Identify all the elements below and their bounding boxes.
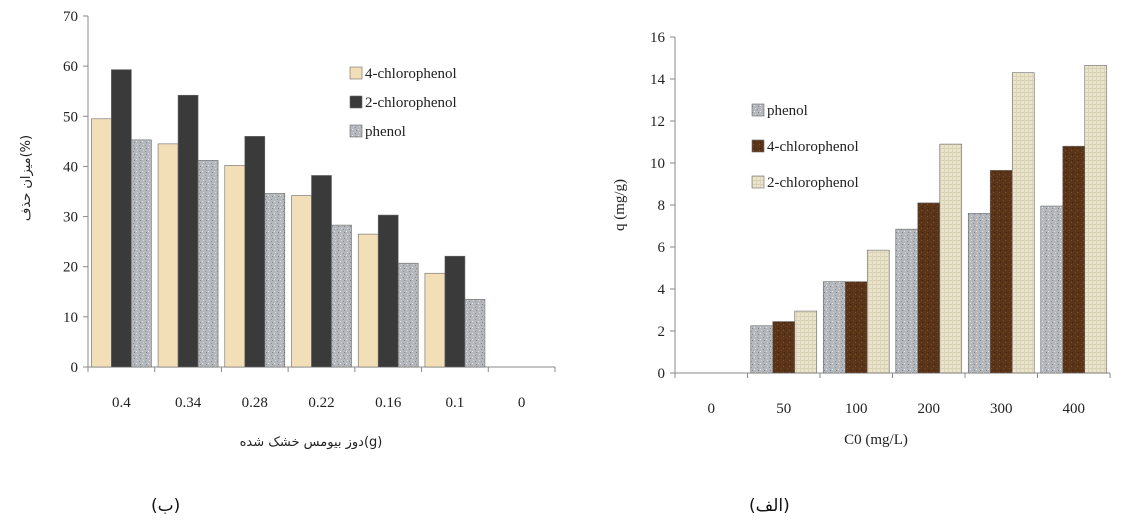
bar bbox=[822, 281, 846, 374]
chart-left: 0 10 20 30 40 50 60 70 0.4 0.34 0.28 0.22 0.16 0.1 0 دو… bbox=[19, 9, 556, 450]
caption-right: (الف) bbox=[749, 496, 790, 516]
bar bbox=[1062, 145, 1086, 374]
bar bbox=[291, 195, 312, 368]
caption-left: (ب) bbox=[151, 496, 181, 516]
bar bbox=[244, 136, 266, 368]
bar bbox=[91, 118, 112, 368]
x-tick-label: 0.28 bbox=[242, 395, 268, 411]
bar bbox=[989, 170, 1013, 374]
legend-entry: 4-chlorophenol bbox=[767, 139, 859, 155]
bar bbox=[750, 325, 774, 374]
legend-entry: phenol bbox=[365, 124, 406, 140]
bar bbox=[844, 281, 868, 374]
x-tick-label: 300 bbox=[990, 401, 1013, 417]
bar bbox=[895, 228, 919, 374]
bar bbox=[311, 175, 332, 368]
y-tick-label: 50 bbox=[63, 109, 78, 125]
x-tick-label: 0 bbox=[708, 401, 716, 417]
y-tick-label: 40 bbox=[63, 159, 78, 175]
bar bbox=[397, 262, 419, 368]
y-tick-label: 10 bbox=[63, 310, 78, 326]
bar bbox=[111, 69, 132, 368]
bar bbox=[464, 299, 486, 368]
x-axis-label: دوز بیومس خشک شده(g) bbox=[240, 435, 383, 450]
x-tick-label: 400 bbox=[1063, 401, 1086, 417]
x-tick-label: 0.34 bbox=[175, 395, 202, 411]
legend-swatch bbox=[349, 66, 363, 80]
y-tick-label: 4 bbox=[658, 282, 666, 298]
x-tick-label: 0 bbox=[518, 395, 526, 411]
x-tick-label: 200 bbox=[918, 401, 941, 417]
y-tick-label: 0 bbox=[71, 360, 79, 376]
x-tick-label: 50 bbox=[776, 401, 791, 417]
legend-swatch bbox=[751, 103, 765, 117]
bar bbox=[357, 233, 379, 368]
bar bbox=[866, 249, 890, 374]
x-tick-label: 0.1 bbox=[446, 395, 465, 411]
x-tick-label: 0.4 bbox=[112, 395, 131, 411]
bar bbox=[1011, 72, 1035, 374]
y-tick-label: 12 bbox=[650, 114, 665, 130]
y-tick-label: 2 bbox=[658, 324, 666, 340]
y-tick-label: 16 bbox=[650, 30, 666, 46]
bar bbox=[1084, 65, 1108, 374]
y-tick-label: 70 bbox=[63, 9, 78, 25]
legend-swatch bbox=[349, 95, 363, 109]
bar bbox=[772, 321, 796, 374]
bar bbox=[917, 202, 941, 374]
legend-entry: 2-chlorophenol bbox=[767, 175, 859, 191]
bar bbox=[131, 139, 152, 368]
bar bbox=[264, 193, 286, 368]
bar bbox=[157, 143, 179, 368]
legend-entry: 4-chlorophenol bbox=[365, 66, 457, 82]
bar bbox=[377, 214, 399, 368]
bar bbox=[1040, 205, 1064, 374]
y-tick-label: 14 bbox=[650, 72, 666, 88]
chart-right: 0 2 4 6 8 10 12 14 16 0 50 100 200 300 400 C0 (mg/L) q (… bbox=[612, 30, 1111, 448]
bar bbox=[224, 165, 246, 368]
y-axis-label: میزان حذف(%) bbox=[19, 135, 34, 221]
y-tick-label: 60 bbox=[63, 59, 78, 75]
y-tick-label: 20 bbox=[63, 260, 78, 276]
legend-entry: 2-chlorophenol bbox=[365, 95, 457, 111]
bar bbox=[197, 160, 219, 368]
bar bbox=[939, 143, 963, 374]
x-tick-label: 0.22 bbox=[308, 395, 334, 411]
bar bbox=[967, 213, 991, 374]
x-tick-label: 100 bbox=[845, 401, 868, 417]
legend-swatch bbox=[751, 139, 765, 153]
bar bbox=[794, 310, 818, 374]
y-tick-label: 30 bbox=[63, 210, 78, 226]
legend-swatch bbox=[751, 175, 765, 189]
legend-swatch bbox=[349, 124, 363, 138]
y-tick-label: 8 bbox=[658, 198, 666, 214]
bar bbox=[424, 272, 446, 368]
x-axis-label: C0 (mg/L) bbox=[844, 432, 908, 448]
bar bbox=[444, 255, 466, 368]
y-tick-label: 6 bbox=[658, 240, 666, 256]
bar bbox=[177, 94, 199, 368]
y-tick-label: 0 bbox=[658, 366, 666, 382]
y-axis-label: q (mg/g) bbox=[612, 179, 628, 231]
legend-entry: phenol bbox=[767, 103, 808, 119]
bar bbox=[331, 224, 352, 368]
x-tick-label: 0.16 bbox=[375, 395, 402, 411]
y-tick-label: 10 bbox=[650, 156, 665, 172]
